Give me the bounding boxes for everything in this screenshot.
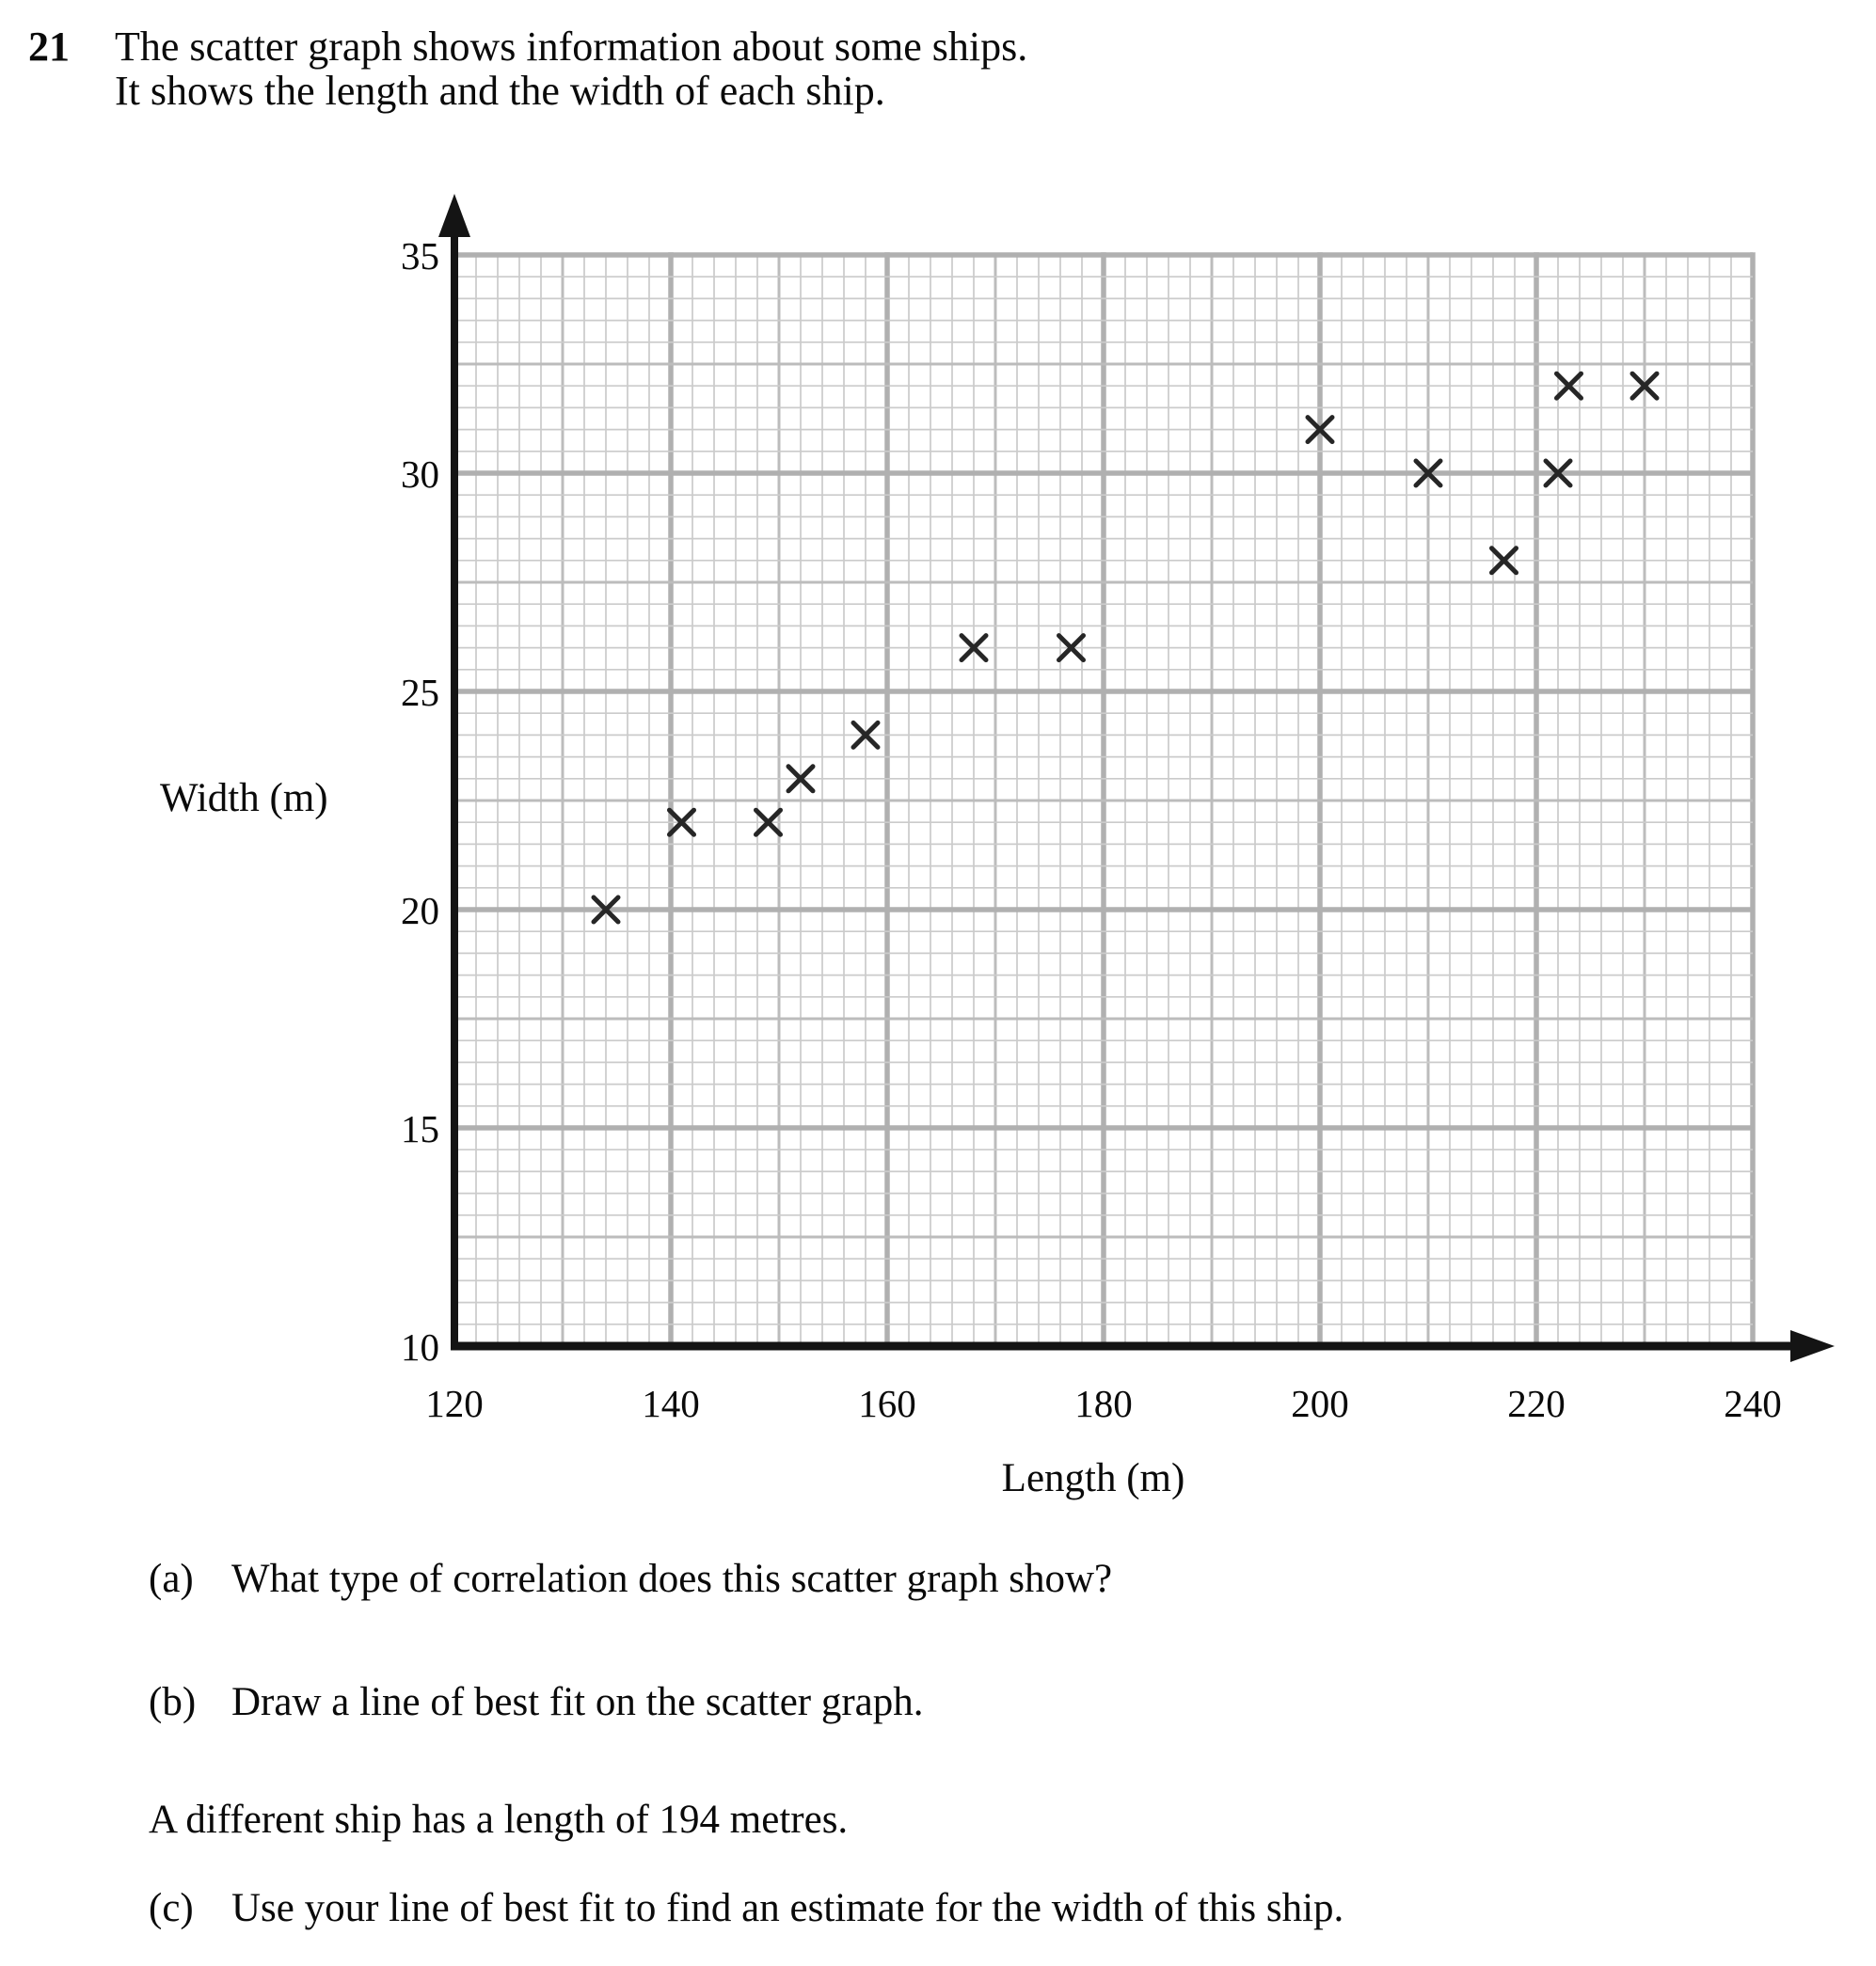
data-point xyxy=(1554,371,1583,401)
question-number: 21 xyxy=(28,24,70,70)
data-point xyxy=(1489,546,1518,576)
data-point xyxy=(851,720,881,750)
y-axis-tick-label: 10 xyxy=(401,1325,439,1369)
question-part-c: (c) Use your line of best fit to find an… xyxy=(149,1886,1343,1931)
data-point xyxy=(786,764,816,794)
data-point xyxy=(959,633,989,663)
part-b-label: (b) xyxy=(149,1680,197,1724)
y-axis-tick-label: 15 xyxy=(401,1107,439,1150)
scatter-graph: 10 15 20 25 30 35 120 140 160 180 200 220 240 Width … xyxy=(160,194,1835,1500)
question-header: 21 The scatter graph shows information a… xyxy=(28,24,1027,113)
question-part-a: (a) What type of correlation does this s… xyxy=(149,1557,1112,1602)
y-axis-arrowhead xyxy=(438,194,470,237)
tick-labels: 10 15 20 25 30 35 120 140 160 180 200 220 240 xyxy=(401,234,1782,1425)
part-c-text: Use your line of best fit to find an est… xyxy=(231,1886,1344,1930)
x-axis-tick-label: 160 xyxy=(858,1382,916,1425)
y-axis-tick-label: 35 xyxy=(401,234,439,277)
x-axis-title: Length (m) xyxy=(1002,1456,1185,1500)
y-axis-tick-label: 25 xyxy=(401,671,439,714)
part-c-label: (c) xyxy=(149,1886,194,1930)
part-a-text: What type of correlation does this scatt… xyxy=(231,1557,1113,1601)
y-axis-tick-label: 30 xyxy=(401,452,439,496)
part-a-label: (a) xyxy=(149,1557,194,1601)
data-point xyxy=(667,807,696,837)
x-axis-tick-label: 220 xyxy=(1507,1382,1566,1425)
grid xyxy=(454,252,1756,1346)
x-axis-tick-label: 120 xyxy=(425,1382,484,1425)
data-point xyxy=(1630,371,1660,401)
data-point xyxy=(1305,415,1335,445)
data-point xyxy=(1543,458,1573,488)
data-point xyxy=(1413,458,1443,488)
data-point xyxy=(1057,633,1086,663)
data-point xyxy=(754,807,783,837)
statement-different-ship: A different ship has a length of 194 met… xyxy=(149,1798,849,1842)
question-intro: The scatter graph shows information abou… xyxy=(115,24,1027,113)
data-points xyxy=(591,371,1660,925)
x-axis-tick-label: 240 xyxy=(1724,1382,1782,1425)
x-axis-arrowhead xyxy=(1790,1330,1835,1362)
data-point xyxy=(591,895,621,925)
intro-line-2: It shows the length and the width of eac… xyxy=(115,68,885,114)
question-part-b: (b) Draw a line of best fit on the scatt… xyxy=(149,1680,924,1725)
part-b-text: Draw a line of best fit on the scatter g… xyxy=(231,1680,924,1724)
x-axis-tick-label: 180 xyxy=(1074,1382,1133,1425)
intro-line-1: The scatter graph shows information abou… xyxy=(115,24,1028,70)
y-axis-tick-label: 20 xyxy=(401,889,439,932)
x-axis-tick-label: 140 xyxy=(642,1382,700,1425)
x-axis-tick-label: 200 xyxy=(1291,1382,1349,1425)
y-axis-title: Width (m) xyxy=(160,776,328,820)
axes xyxy=(438,194,1835,1362)
